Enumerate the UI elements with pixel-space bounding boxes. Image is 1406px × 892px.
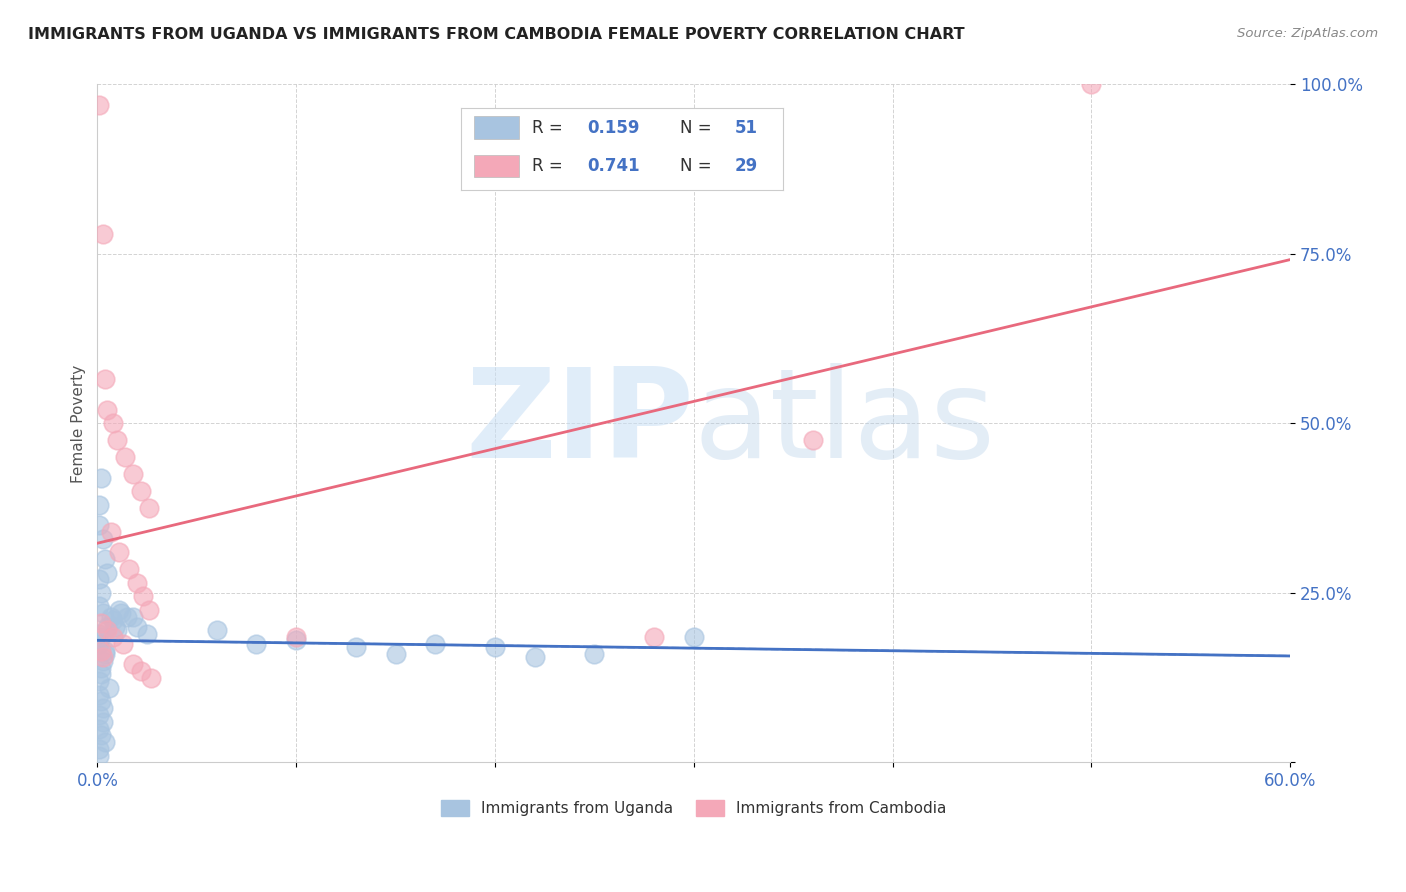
Point	[94, 552, 117, 566]
Point	[90, 694, 112, 708]
Point	[484, 640, 506, 655]
Y-axis label: Female Poverty: Female Poverty	[72, 364, 86, 483]
Point	[89, 626, 111, 640]
Point	[108, 603, 131, 617]
Point	[89, 498, 111, 512]
Point	[89, 708, 111, 723]
Point	[90, 660, 112, 674]
Point	[127, 575, 149, 590]
Point	[96, 403, 118, 417]
Point	[122, 609, 145, 624]
Point	[94, 735, 117, 749]
Point	[112, 637, 135, 651]
Point	[90, 630, 112, 644]
Point	[122, 467, 145, 482]
Point	[103, 417, 125, 431]
Text: IMMIGRANTS FROM UGANDA VS IMMIGRANTS FROM CAMBODIA FEMALE POVERTY CORRELATION CH: IMMIGRANTS FROM UGANDA VS IMMIGRANTS FRO…	[28, 27, 965, 42]
Point	[94, 372, 117, 386]
Point	[98, 681, 121, 695]
Point	[89, 748, 111, 763]
Point	[90, 471, 112, 485]
Point	[96, 624, 118, 638]
Point	[103, 613, 125, 627]
Point	[285, 633, 308, 648]
Point	[115, 609, 138, 624]
Point	[89, 518, 111, 533]
Point	[89, 674, 111, 689]
Point	[245, 637, 267, 651]
Point	[91, 701, 114, 715]
Point	[129, 484, 152, 499]
Point	[1080, 78, 1102, 92]
Point	[801, 434, 824, 448]
Point	[122, 657, 145, 672]
Point	[129, 664, 152, 678]
Point	[425, 637, 447, 651]
Point	[138, 501, 160, 516]
Point	[89, 722, 111, 736]
Point	[205, 624, 228, 638]
Point	[91, 650, 114, 665]
Text: ZIP: ZIP	[465, 363, 693, 484]
Point	[89, 688, 111, 702]
Point	[90, 643, 112, 657]
Legend: Immigrants from Uganda, Immigrants from Cambodia: Immigrants from Uganda, Immigrants from …	[436, 795, 952, 822]
Point	[89, 97, 111, 112]
Point	[91, 532, 114, 546]
Point	[132, 590, 155, 604]
Point	[89, 637, 111, 651]
Point	[89, 742, 111, 756]
Point	[682, 630, 704, 644]
Point	[344, 640, 367, 655]
Point	[104, 620, 127, 634]
Point	[100, 609, 122, 624]
Point	[94, 643, 117, 657]
Point	[96, 566, 118, 580]
Point	[105, 434, 128, 448]
Point	[384, 647, 406, 661]
Point	[110, 607, 132, 621]
Point	[90, 616, 112, 631]
Point	[100, 524, 122, 539]
Point	[103, 630, 125, 644]
Point	[643, 630, 665, 644]
Point	[91, 714, 114, 729]
Text: Source: ZipAtlas.com: Source: ZipAtlas.com	[1237, 27, 1378, 40]
Point	[90, 667, 112, 681]
Point	[91, 654, 114, 668]
Point	[285, 630, 308, 644]
Point	[127, 620, 149, 634]
Point	[94, 647, 117, 661]
Text: atlas: atlas	[693, 363, 995, 484]
Point	[105, 624, 128, 638]
Point	[91, 607, 114, 621]
Point	[89, 573, 111, 587]
Point	[136, 626, 159, 640]
Point	[96, 620, 118, 634]
Point	[90, 728, 112, 742]
Point	[90, 586, 112, 600]
Point	[118, 562, 141, 576]
Point	[583, 647, 606, 661]
Point	[91, 227, 114, 241]
Point	[114, 450, 136, 465]
Point	[89, 599, 111, 614]
Point	[108, 545, 131, 559]
Point	[523, 650, 546, 665]
Point	[139, 671, 162, 685]
Point	[138, 603, 160, 617]
